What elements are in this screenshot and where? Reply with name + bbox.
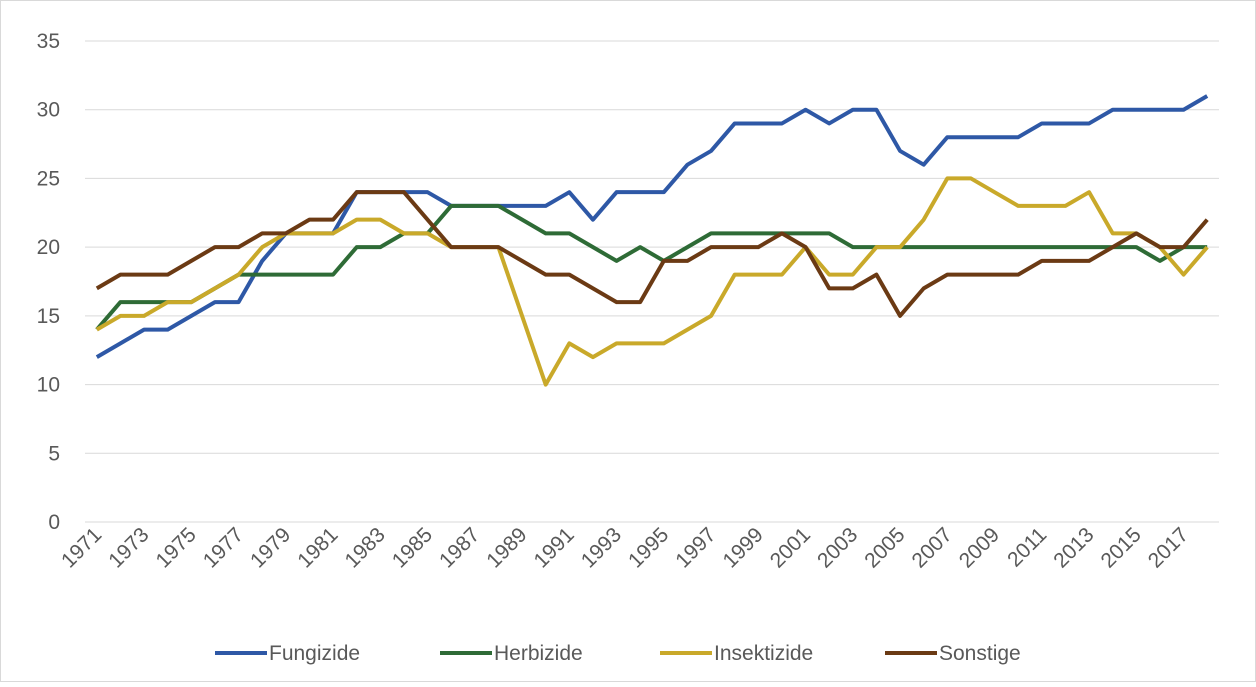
legend-label: Insektizide <box>714 642 813 665</box>
y-tick-label: 30 <box>37 99 60 122</box>
y-tick-label: 15 <box>37 305 60 328</box>
y-tick-label: 5 <box>48 442 60 465</box>
series-line <box>95 176 1209 387</box>
series-line <box>95 203 1208 331</box>
y-tick-label: 35 <box>37 30 60 53</box>
y-tick-label: 0 <box>48 511 60 534</box>
y-tick-label: 20 <box>37 236 60 259</box>
series-line <box>95 190 1209 318</box>
legend-label: Sonstige <box>939 642 1021 665</box>
y-tick-label: 10 <box>37 374 60 397</box>
y-tick-label: 25 <box>37 167 60 190</box>
legend-label: Fungizide <box>269 642 360 665</box>
legend-label: Herbizide <box>494 642 583 665</box>
